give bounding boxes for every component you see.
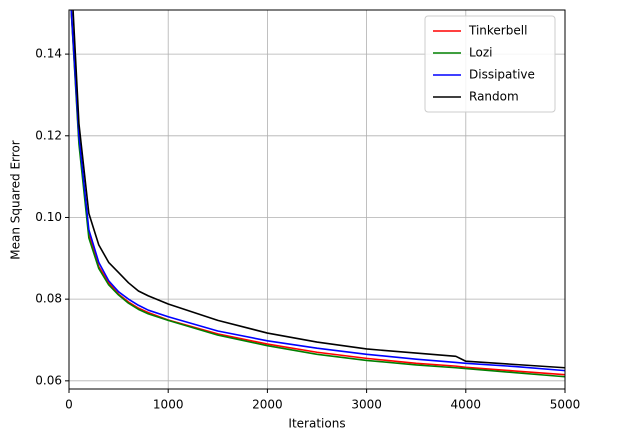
x-axis-label: Iterations (288, 417, 345, 431)
legend-label: Lozi (469, 46, 492, 60)
y-tick-label: 0.06 (35, 373, 62, 387)
legend-label: Random (469, 90, 519, 104)
x-tick-label: 1000 (153, 398, 184, 412)
y-tick-label: 0.14 (35, 47, 62, 61)
plot-area (70, 10, 565, 378)
x-tick-label: 4000 (451, 398, 482, 412)
line-series (72, 10, 565, 369)
y-tick-label: 0.10 (35, 210, 62, 224)
legend-box (424, 15, 556, 113)
x-tick-label: 5000 (550, 398, 581, 412)
legend-label: Tinkerbell (468, 24, 527, 38)
legend-label: Dissipative (469, 68, 535, 82)
x-tick-label: 2000 (252, 398, 283, 412)
x-tick-label: 3000 (351, 398, 382, 412)
axes-frame (68, 9, 566, 390)
line-series (70, 10, 565, 372)
x-tick-label: 0 (65, 398, 73, 412)
y-tick-label: 0.08 (35, 292, 62, 306)
y-tick-label: 0.12 (35, 128, 62, 142)
line-series (70, 10, 565, 378)
y-axis-label: Mean Squared Error (9, 140, 23, 260)
